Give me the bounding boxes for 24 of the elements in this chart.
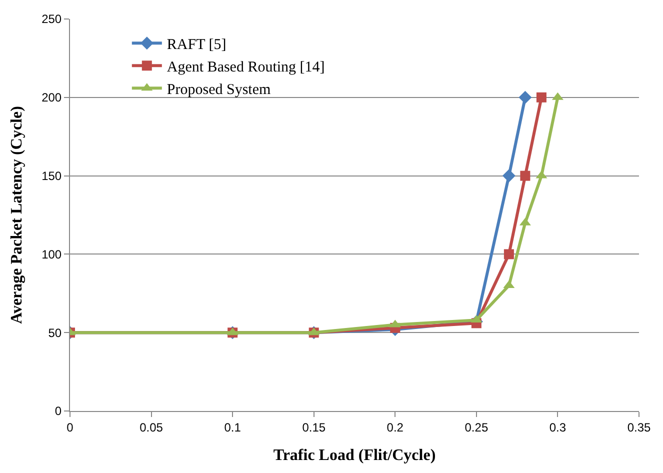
point [520, 170, 530, 181]
y-tick-label: 200 [42, 90, 62, 105]
y-tick-label: 150 [42, 169, 62, 183]
x-axis-title: Trafic Load (Flit/Cycle) [273, 447, 436, 464]
point [536, 92, 546, 102]
y-tick-label: 50 [48, 326, 62, 340]
legend-label: Proposed System [166, 82, 271, 98]
point [518, 90, 532, 104]
y-tick-label: 250 [42, 12, 62, 26]
y-tick-label: 100 [42, 247, 62, 262]
y-tick-label: 0 [54, 404, 62, 418]
x-tick-label: 0 [66, 420, 74, 434]
x-tick-label: 0.25 [464, 420, 488, 434]
point [502, 169, 516, 182]
x-tick-label: 0.2 [386, 420, 404, 434]
x-tick-label: 0.1 [224, 420, 242, 434]
legend-label: RAFT [5] [166, 36, 226, 53]
x-tick-label: 0.05 [140, 420, 164, 434]
point [504, 249, 514, 260]
x-tick-label: 0.3 [549, 420, 566, 434]
legend-label: Agent Based Routing [14] [166, 59, 325, 76]
x-tick-label: 0.35 [627, 420, 651, 434]
x-tick-label: 0.15 [302, 420, 326, 434]
y-axis-title: Average Packet Latency (Cycle) [8, 106, 26, 324]
